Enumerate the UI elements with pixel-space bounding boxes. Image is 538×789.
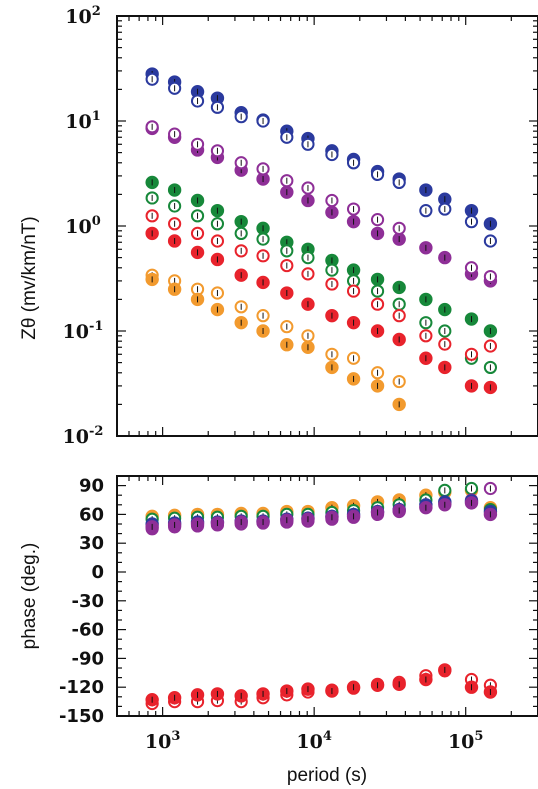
amplitude-y-axis-label: Zθ (mv/km/nT) xyxy=(19,216,40,340)
phase-y-tick-label: 0 xyxy=(91,562,104,583)
x-axis-label: period (s) xyxy=(287,765,367,786)
phase-frame xyxy=(116,475,538,717)
x-tick-label: 104 xyxy=(296,729,332,753)
amplitude-y-tick-label: 10-1 xyxy=(63,319,104,343)
amplitude-y-tick-label: 101 xyxy=(65,109,101,133)
phase-y-tick-label: -120 xyxy=(59,677,104,698)
phase-y-tick-label: 90 xyxy=(79,476,104,497)
phase-y-tick-label: -60 xyxy=(71,620,104,641)
phase-y-tick-label: -90 xyxy=(71,648,104,669)
phase-y-tick-label: 60 xyxy=(79,504,104,525)
phase-y-tick-label: -150 xyxy=(59,706,104,727)
amplitude-y-tick-label: 100 xyxy=(65,214,101,238)
amplitude-panel: 102 101 100 10-1 10-2 xyxy=(63,4,538,448)
phase-y-tick-label: 30 xyxy=(79,533,104,554)
x-tick-label: 103 xyxy=(145,729,181,753)
phase-y-tick-label: -30 xyxy=(71,591,104,612)
amplitude-y-tick-label: 102 xyxy=(65,4,101,28)
x-tick-label: 105 xyxy=(448,729,484,753)
amplitude-y-tick-label: 10-2 xyxy=(63,424,104,448)
phase-panel: 90 60 30 0 -30 -60 -90 -120 -150 103 104 105 xyxy=(59,475,538,753)
phase-y-axis-label: phase (deg.) xyxy=(19,543,40,650)
